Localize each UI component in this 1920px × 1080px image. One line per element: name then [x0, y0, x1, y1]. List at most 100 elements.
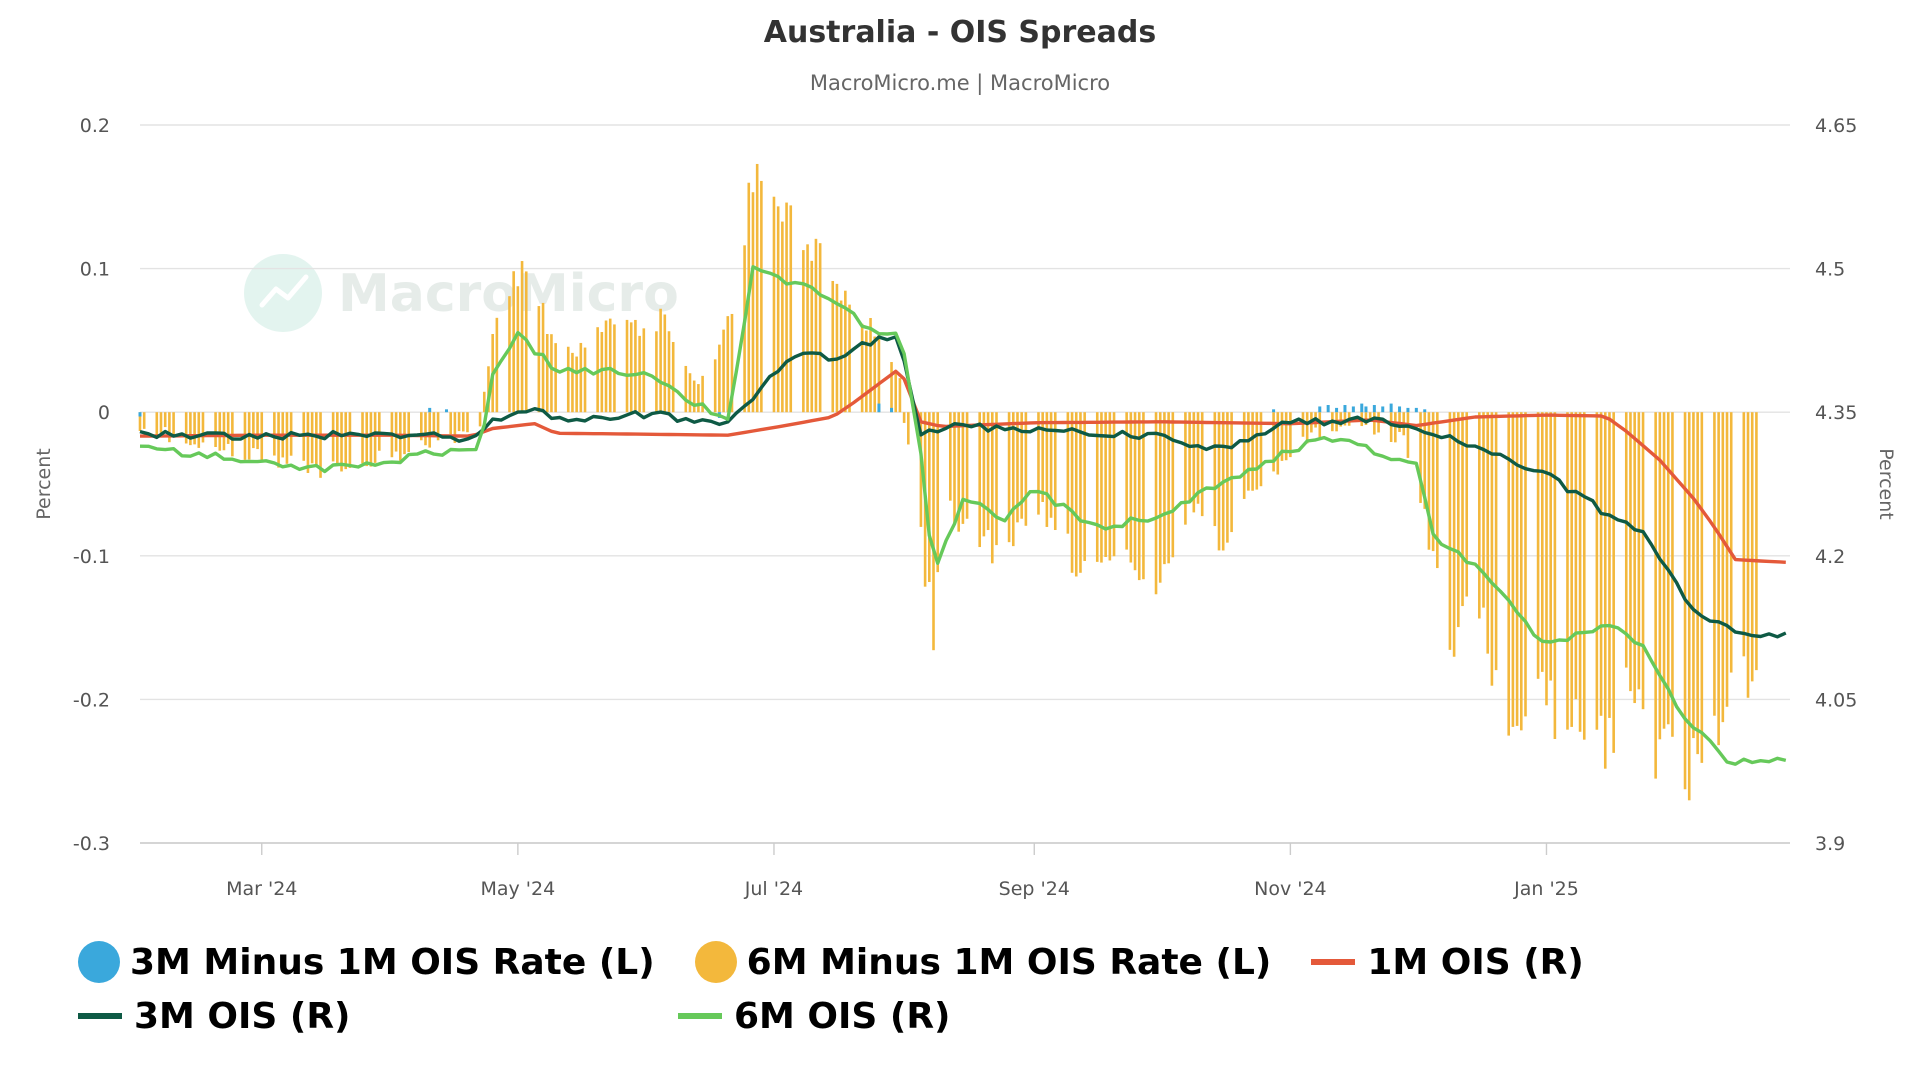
bar-6m-minus-1m — [1549, 412, 1552, 681]
bar-6m-minus-1m — [877, 333, 881, 413]
chart-title: Australia - OIS Spreads — [764, 15, 1156, 50]
legend-dot-icon — [78, 941, 120, 983]
bar-6m-minus-1m — [701, 375, 704, 413]
bar-6m-minus-1m — [487, 366, 490, 413]
legend-dot-icon — [694, 941, 737, 983]
legend-label: 6M Minus 1M OIS Rate (L) — [746, 941, 1272, 983]
bar-6m-minus-1m — [1230, 412, 1233, 533]
bar-6m-minus-1m — [663, 314, 667, 413]
bar-6m-minus-1m — [566, 346, 570, 413]
bar-6m-minus-1m — [1142, 412, 1145, 580]
bar-6m-minus-1m — [1373, 412, 1376, 435]
bar-6m-minus-1m — [1276, 412, 1280, 475]
bar-6m-minus-1m — [751, 192, 755, 413]
bar-6m-minus-1m — [285, 412, 289, 464]
x-tick-label: Jan '25 — [1513, 878, 1579, 900]
y-right-tick-label: 4.35 — [1815, 402, 1857, 424]
bar-6m-minus-1m — [222, 412, 226, 451]
bar-6m-minus-1m — [277, 412, 280, 468]
bar-6m-minus-1m — [684, 365, 688, 413]
y-right-tick-label: 3.9 — [1815, 833, 1845, 855]
bar-6m-minus-1m — [1242, 412, 1246, 499]
ois-spreads-chart: Australia - OIS Spreads MacroMicro.me | … — [33, 15, 1897, 900]
legend-item-6m-minus-1m[interactable]: 6M Minus 1M OIS Rate (L) — [694, 941, 1272, 983]
y-left-tick-label: 0 — [98, 402, 110, 424]
bar-6m-minus-1m — [428, 412, 431, 448]
bar-6m-minus-1m — [1507, 412, 1511, 736]
bar-6m-minus-1m — [1540, 412, 1544, 672]
legend-label: 1M OIS (R) — [1367, 941, 1584, 983]
legend-item-3m-minus-1m[interactable]: 3M Minus 1M OIS Rate (L) — [78, 941, 655, 983]
bar-6m-minus-1m — [449, 412, 452, 435]
bar-6m-minus-1m — [1750, 412, 1754, 682]
bar-6m-minus-1m — [369, 412, 373, 467]
legend-line-icon — [78, 1013, 122, 1019]
bar-3m-minus-1m — [1406, 407, 1410, 413]
bar-6m-minus-1m — [1280, 412, 1284, 461]
bar-6m-minus-1m — [394, 412, 398, 452]
bar-6m-minus-1m — [1406, 412, 1410, 458]
x-tick-label: Jul '24 — [744, 878, 803, 900]
bar-6m-minus-1m — [1482, 412, 1485, 608]
bar-6m-minus-1m — [1553, 412, 1557, 739]
bar-6m-minus-1m — [348, 412, 352, 468]
bar-6m-minus-1m — [1641, 412, 1645, 710]
bar-6m-minus-1m — [436, 412, 440, 441]
bar-6m-minus-1m — [403, 412, 406, 455]
bar-6m-minus-1m — [806, 244, 809, 413]
bar-6m-minus-1m — [1608, 412, 1611, 718]
y-left-tick-label: -0.1 — [73, 546, 110, 568]
bar-6m-minus-1m — [1100, 412, 1103, 563]
bar-6m-minus-1m — [432, 412, 436, 438]
bar-3m-minus-1m — [890, 407, 894, 413]
bar-6m-minus-1m — [1079, 412, 1082, 573]
bar-6m-minus-1m — [965, 412, 969, 519]
bar-6m-minus-1m — [1024, 412, 1028, 526]
bar-6m-minus-1m — [634, 319, 637, 413]
bar-6m-minus-1m — [1394, 412, 1397, 443]
bar-6m-minus-1m — [1436, 412, 1439, 569]
bar-6m-minus-1m — [1217, 412, 1221, 551]
bar-6m-minus-1m — [785, 202, 788, 413]
bar-6m-minus-1m — [781, 221, 784, 413]
bar-6m-minus-1m — [201, 412, 205, 443]
bar-6m-minus-1m — [193, 412, 196, 445]
bar-6m-minus-1m — [869, 318, 872, 413]
bar-6m-minus-1m — [655, 331, 658, 413]
legend-item-6m-ois[interactable]: 6M OIS (R) — [678, 996, 951, 1037]
bar-6m-minus-1m — [1167, 412, 1170, 564]
bar-6m-minus-1m — [378, 412, 381, 451]
bar-6m-minus-1m — [1196, 412, 1200, 504]
bar-6m-minus-1m — [319, 412, 322, 478]
y-right-tick-label: 4.05 — [1815, 689, 1857, 711]
y-right-axis-title: Percent — [1875, 448, 1897, 520]
bar-6m-minus-1m — [894, 370, 898, 413]
legend-item-3m-ois[interactable]: 3M OIS (R) — [78, 996, 638, 1037]
bar-6m-minus-1m — [1163, 412, 1166, 565]
bar-6m-minus-1m — [848, 304, 851, 413]
legend-item-1m-ois[interactable]: 1M OIS (R) — [1311, 942, 1584, 983]
bar-6m-minus-1m — [1192, 412, 1196, 513]
line-6m-ois — [139, 265, 1787, 766]
bar-6m-minus-1m — [1545, 412, 1548, 706]
bar-6m-minus-1m — [1423, 412, 1427, 509]
bar-6m-minus-1m — [537, 306, 541, 413]
bar-6m-minus-1m — [949, 412, 952, 501]
bar-6m-minus-1m — [957, 412, 961, 532]
bar-3m-minus-1m — [1326, 405, 1330, 413]
bar-6m-minus-1m — [1713, 412, 1716, 716]
bar-6m-minus-1m — [1104, 412, 1107, 558]
bar-6m-minus-1m — [1700, 412, 1704, 763]
bar-6m-minus-1m — [344, 412, 348, 470]
x-tick-label: Mar '24 — [226, 878, 297, 900]
bar-6m-minus-1m — [1184, 412, 1187, 525]
bar-6m-minus-1m — [1582, 412, 1586, 740]
bar-6m-minus-1m — [726, 316, 730, 413]
bar-6m-minus-1m — [138, 412, 142, 431]
bar-6m-minus-1m — [1226, 412, 1229, 543]
y-right-tick-label: 4.65 — [1815, 115, 1857, 137]
bar-6m-minus-1m — [1419, 412, 1422, 503]
bar-6m-minus-1m — [1188, 412, 1191, 503]
bar-6m-minus-1m — [831, 280, 835, 413]
